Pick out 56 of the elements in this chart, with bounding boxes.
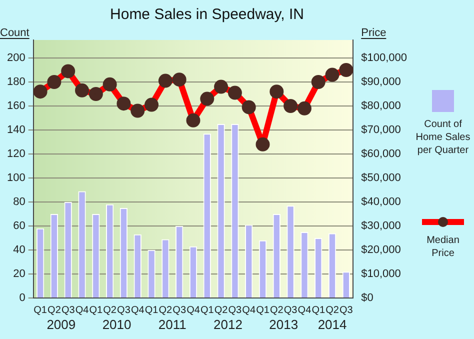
text: 2011	[158, 317, 186, 332]
x-tick-label: Q3	[117, 304, 131, 316]
y-tick-label: 60	[13, 220, 26, 232]
x-tick-label: Q1	[89, 304, 104, 316]
legend-label: Median Price	[426, 234, 460, 260]
y2-tick-label: $80,000	[361, 100, 401, 112]
legend-label: Count of Home Sales per Quarter	[414, 118, 472, 156]
x-tick-label: Q1	[312, 304, 326, 316]
y-tick-label: 20	[13, 268, 26, 280]
y2-tick-label: $20,000	[361, 244, 401, 256]
x-tick-label: Q4	[298, 304, 312, 316]
x-tick-label: Q4	[186, 304, 200, 316]
text: 2013	[269, 317, 298, 332]
text: 2014	[318, 317, 347, 332]
chart-title: Home Sales in Speedway, IN	[110, 6, 304, 24]
y2-tick-label: $40,000	[361, 196, 401, 208]
x-tick-label: Q3	[284, 304, 298, 316]
x-tick-label: Q2	[48, 304, 62, 316]
y-tick-label: 80	[13, 196, 26, 208]
y-tick-label: 0	[19, 292, 26, 304]
y2-tick-label: $0	[361, 292, 374, 304]
text: 2012	[214, 317, 242, 332]
y-tick-label: 120	[6, 148, 26, 160]
text: 2009	[46, 317, 76, 332]
y2-tick-label: $30,000	[361, 220, 401, 232]
y-tick-label: 140	[6, 124, 26, 136]
y2-tick-label: $50,000	[361, 172, 401, 184]
x-tick-label: Q1	[34, 304, 48, 316]
y-tick-label: 200	[6, 52, 26, 64]
y2-tick-label: $70,000	[361, 124, 401, 136]
x-tick-label: Q2	[214, 304, 228, 316]
y-axis-title: Count	[0, 27, 30, 39]
y-tick-label: 180	[6, 76, 26, 88]
x-tick-label: Q3	[172, 304, 186, 316]
y2-tick-label: $10,000	[361, 268, 401, 280]
y2-tick-label: $100,000	[361, 52, 408, 64]
x-tick-label: Q1	[144, 304, 159, 316]
x-tick-label: Q4	[75, 304, 90, 316]
x-tick-label: Q4	[242, 304, 256, 316]
x-tick-label: Q3	[228, 304, 242, 316]
x-tick-label: Q2	[103, 304, 117, 316]
y2-axis-title: Price	[361, 27, 386, 39]
y-tick-label: 40	[13, 244, 26, 256]
y-tick-label: 100	[6, 172, 26, 184]
text: 2010	[102, 317, 132, 332]
y2-tick-label: $60,000	[361, 148, 401, 160]
x-tick-label: Q4	[130, 304, 145, 316]
x-tick-label: Q1	[256, 304, 270, 316]
x-tick-label: Q2	[270, 304, 284, 316]
x-tick-label: Q2	[158, 304, 173, 316]
x-tick-label: Q2	[326, 304, 340, 316]
x-tick-label: Q3	[339, 304, 354, 316]
x-tick-label: Q3	[61, 304, 76, 316]
y2-tick-label: $90,000	[361, 76, 401, 88]
x-tick-label: Q1	[200, 304, 214, 316]
y-tick-label: 160	[6, 100, 26, 112]
